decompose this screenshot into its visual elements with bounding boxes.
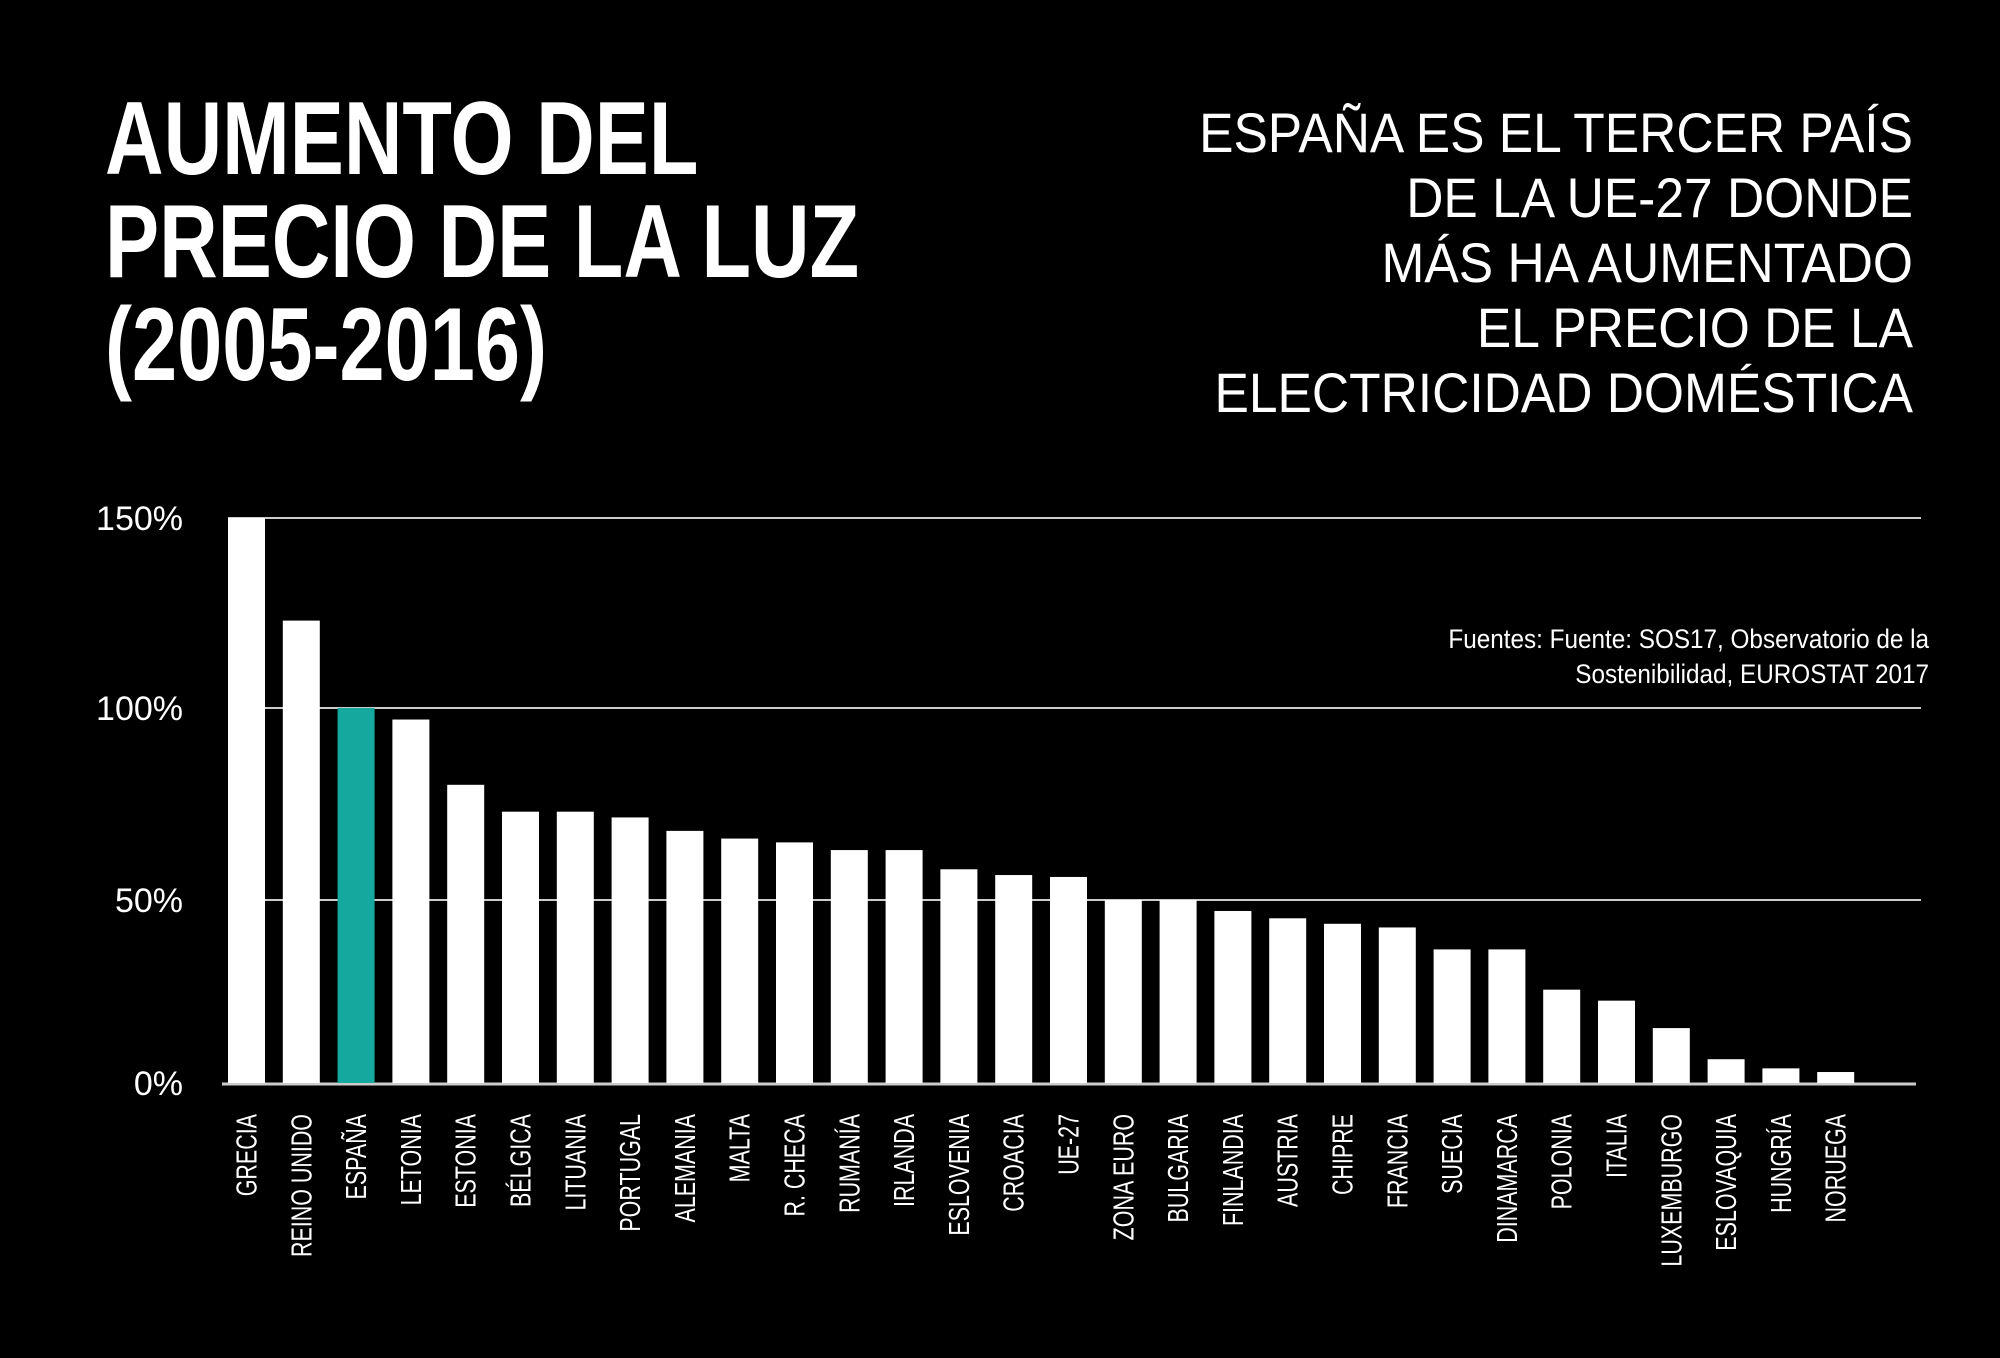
title-line: PRECIO DE LA LUZ	[105, 184, 860, 300]
bar-r-checa	[776, 842, 813, 1083]
bar-chipre	[1324, 923, 1361, 1083]
subtitle-line: DE LA UE-27 DONDE	[1406, 166, 1913, 229]
bar-grecia	[228, 518, 265, 1083]
bar-ue-27	[1050, 876, 1087, 1083]
x-tick-label: BÉLGICA	[504, 1114, 537, 1207]
x-tick-label: UE-27	[1053, 1114, 1085, 1175]
x-tick-label: MALTA	[725, 1114, 757, 1182]
bar-zona-euro	[1104, 900, 1142, 1083]
bar-italia	[1598, 1000, 1635, 1083]
x-tick-label: ALEMANIA	[670, 1114, 702, 1222]
bar-españa	[337, 708, 375, 1083]
bar-lituania	[556, 811, 594, 1083]
bar-austria	[1269, 918, 1307, 1083]
y-tick-label: 50%	[115, 882, 183, 920]
bar-irlanda	[885, 850, 923, 1083]
subtitle-line: ELECTRICIDAD DOMÉSTICA	[1214, 361, 1913, 424]
y-tick-label: 150%	[96, 500, 183, 538]
bar-finlandia	[1214, 910, 1252, 1083]
subtitle: ESPAÑA ES EL TERCER PAÍS DE LA UE-27 DON…	[1199, 100, 1913, 425]
main-title: AUMENTO DEL PRECIO DE LA LUZ (2005-2016)	[105, 81, 860, 403]
bar-bélgica	[502, 811, 539, 1083]
x-tick-label: LITUANIA	[560, 1114, 592, 1211]
x-tick-label: IRLANDA	[889, 1114, 921, 1207]
x-tick-label: FRANCIA	[1382, 1114, 1414, 1208]
bar-letonia	[392, 719, 430, 1083]
bars	[228, 518, 1855, 1083]
x-tick-label: RUMANÍA	[833, 1114, 866, 1213]
x-tick-label: HUNGRÍA	[1765, 1114, 1798, 1213]
x-tick-label: BULGARIA	[1163, 1114, 1195, 1222]
x-tick-label: ESPAÑA	[340, 1114, 373, 1199]
bar-eslovaquia	[1707, 1059, 1745, 1083]
x-tick-label: CHIPRE	[1327, 1114, 1359, 1195]
bar-francia	[1378, 927, 1416, 1083]
x-tick-label: ITALIA	[1601, 1114, 1633, 1178]
x-tick-label: ESLOVENIA	[944, 1114, 976, 1236]
y-tick-label: 0%	[134, 1065, 183, 1103]
x-tick-label: ESTONIA	[451, 1114, 483, 1208]
x-tick-label: LUXEMBURGO	[1656, 1114, 1688, 1267]
x-tick-label: ESLOVAQUIA	[1711, 1114, 1743, 1251]
x-axis: GRECIA REINO UNIDO ESPAÑA LETONIA ESTONIA BÉL…	[231, 1114, 1852, 1267]
bar-reino-unido	[282, 620, 320, 1083]
x-tick-label: SUECIA	[1437, 1114, 1469, 1194]
x-tick-label: DINAMARCA	[1492, 1114, 1524, 1243]
subtitle-line: ESPAÑA ES EL TERCER PAÍS	[1199, 101, 1913, 164]
bar-portugal	[611, 817, 649, 1083]
bar-bulgaria	[1159, 900, 1197, 1083]
x-tick-label: PORTUGAL	[615, 1114, 647, 1232]
y-axis: 0% 50% 100% 150%	[96, 500, 183, 1103]
bar-hungría	[1762, 1068, 1800, 1083]
subtitle-line: EL PRECIO DE LA	[1476, 296, 1913, 359]
x-tick-label: AUSTRIA	[1273, 1114, 1305, 1207]
bar-eslovenia	[940, 869, 978, 1083]
bar-malta	[721, 838, 759, 1083]
x-tick-label: FINLANDIA	[1218, 1114, 1250, 1226]
source-note-line: Fuentes: Fuente: SOS17, Observatorio de …	[1448, 625, 1929, 654]
x-tick-label: ZONA EURO	[1108, 1114, 1140, 1240]
title-line: (2005-2016)	[105, 287, 547, 403]
bar-luxemburgo	[1652, 1028, 1690, 1083]
x-tick-label: R. CHECA	[779, 1114, 811, 1217]
subtitle-line: MÁS HA AUMENTADO	[1381, 231, 1913, 294]
x-tick-label: REINO UNIDO	[286, 1114, 318, 1257]
source-note-line: Sostenibilidad, EUROSTAT 2017	[1575, 660, 1929, 689]
bar-polonia	[1543, 989, 1581, 1083]
bar-suecia	[1433, 949, 1471, 1083]
bar-alemania	[666, 830, 704, 1083]
bar-noruega	[1817, 1072, 1855, 1083]
y-tick-label: 100%	[96, 690, 183, 728]
x-tick-label: LETONIA	[396, 1114, 428, 1205]
bar-rumanía	[830, 850, 868, 1083]
x-tick-label: GRECIA	[231, 1114, 263, 1196]
x-tick-label: CROACIA	[999, 1114, 1031, 1212]
bar-croacia	[995, 875, 1033, 1083]
bar-estonia	[447, 784, 485, 1083]
title-line: AUMENTO DEL	[105, 81, 699, 197]
x-tick-label: NORUEGA	[1821, 1114, 1853, 1222]
x-tick-label: POLONIA	[1547, 1114, 1579, 1209]
bar-dinamarca	[1488, 949, 1526, 1083]
